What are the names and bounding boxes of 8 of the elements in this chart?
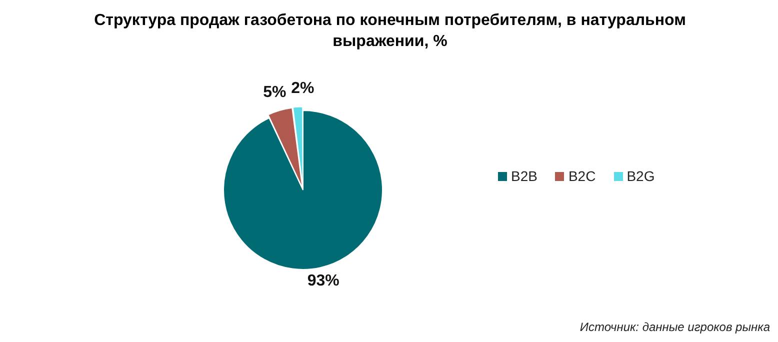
legend-label: B2B <box>510 168 538 184</box>
legend-label: B2C <box>567 168 596 184</box>
data-label: 5% <box>263 84 286 101</box>
legend-label: B2G <box>626 168 655 184</box>
data-label: 93% <box>307 272 340 290</box>
text: Источник: данные игроков рынка <box>580 320 770 334</box>
chart-title: Структура продаж газобетона по конечным потребителям, в натуральном выражении, % <box>93 11 687 52</box>
data-label: 2% <box>291 80 314 98</box>
